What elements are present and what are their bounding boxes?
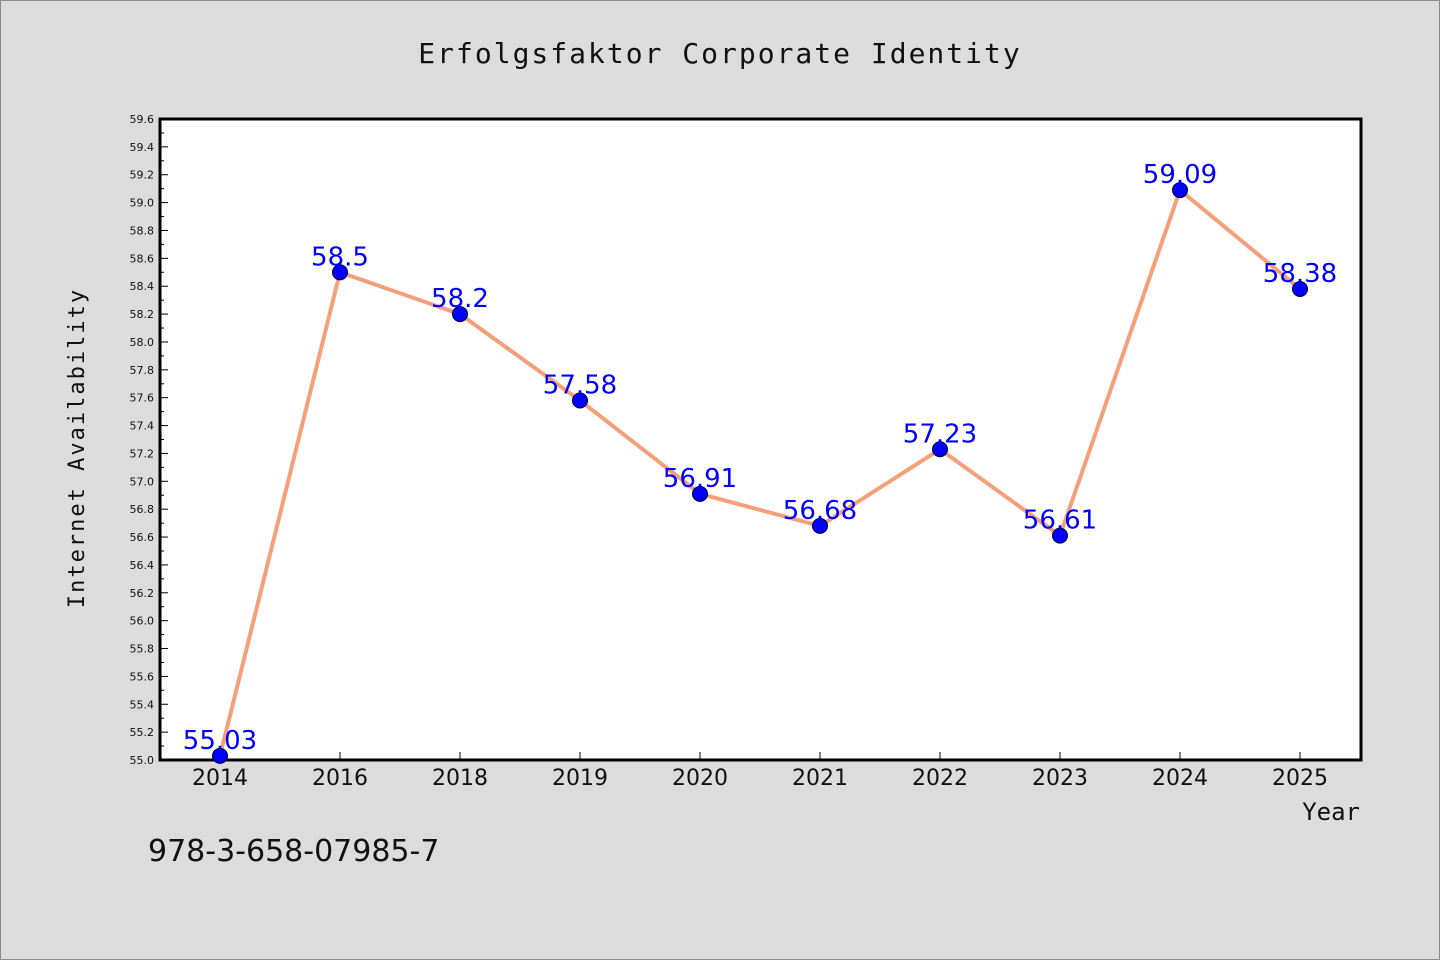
data-labels: 55.03 58.5 58.2 57.58 56.91 56.68 57.23 56.61 59… (183, 160, 1337, 756)
chart-title: Erfolgsfaktor Corporate Identity (418, 37, 1021, 70)
y-tick-label: 57.4 (130, 420, 155, 433)
data-point (932, 441, 948, 458)
x-tick-label: 2022 (912, 766, 968, 791)
y-tick-label: 58.6 (130, 252, 155, 265)
data-label: 55.03 (183, 726, 257, 756)
data-point (1292, 281, 1308, 298)
x-tick-label: 2024 (1152, 766, 1208, 791)
x-tick-label: 2018 (432, 766, 488, 791)
y-tick-label: 56.4 (130, 559, 155, 572)
isbn-footer: 978-3-658-07985-7 (148, 834, 440, 869)
y-tick-label: 58.4 (130, 280, 155, 293)
y-tick-label: 59.0 (130, 197, 155, 210)
y-tick-label: 56.2 (130, 587, 155, 600)
x-tick-label: 2021 (792, 766, 848, 791)
y-tick-label: 55.6 (130, 670, 155, 683)
plot-area (158, 117, 1363, 762)
y-tick-label: 56.6 (130, 531, 155, 544)
data-label: 58.2 (431, 284, 489, 314)
x-tick-label: 2019 (552, 766, 608, 791)
y-tick-label: 58.2 (130, 308, 155, 321)
data-point (452, 306, 468, 323)
y-tick-label: 58.8 (130, 224, 155, 237)
y-axis: 55.0 55.2 55.4 55.6 55.8 56.0 56.2 56.4 56.6 56.8… (130, 113, 168, 767)
x-tick-label: 2016 (312, 766, 368, 791)
x-tick-label: 2023 (1032, 766, 1088, 791)
y-tick-label: 55.4 (130, 698, 155, 711)
y-tick-label: 57.0 (130, 475, 155, 488)
x-tick-label: 2014 (192, 766, 248, 791)
data-point (572, 392, 588, 409)
y-axis-label: Internet Availability (65, 288, 90, 608)
x-axis-label: Year (1302, 798, 1360, 826)
y-tick-label: 59.6 (130, 113, 155, 126)
y-tick-label: 57.8 (130, 364, 155, 377)
y-tick-label: 58.0 (130, 336, 155, 349)
data-point (692, 485, 708, 502)
y-tick-label: 55.8 (130, 643, 155, 656)
data-label: 56.61 (1023, 506, 1097, 536)
y-tick-label: 59.4 (130, 141, 155, 154)
y-tick-label: 55.0 (130, 754, 155, 767)
data-label: 58.38 (1263, 259, 1337, 289)
y-tick-label: 56.0 (130, 615, 155, 628)
x-tick-label: 2020 (672, 766, 728, 791)
data-point (812, 517, 828, 534)
data-points (212, 182, 1308, 764)
data-point (332, 264, 348, 281)
data-point (1172, 182, 1188, 199)
data-label: 56.91 (663, 464, 737, 494)
y-tick-label: 57.2 (130, 447, 155, 460)
series-line (218, 188, 1302, 757)
data-point (1052, 527, 1068, 544)
data-label: 58.5 (311, 242, 369, 272)
data-label: 56.68 (783, 496, 857, 526)
y-tick-label: 56.8 (130, 503, 155, 516)
data-label: 57.58 (543, 370, 617, 400)
x-axis: 2014 2016 2018 2019 2020 2021 2022 2023 2024 2025 (192, 752, 1328, 791)
data-label: 57.23 (903, 419, 977, 449)
y-tick-label: 59.2 (130, 169, 155, 182)
y-tick-label: 55.2 (130, 726, 155, 739)
data-label: 59.09 (1143, 160, 1217, 190)
x-tick-label: 2025 (1272, 766, 1328, 791)
y-tick-label: 57.6 (130, 392, 155, 405)
data-point (212, 747, 228, 764)
